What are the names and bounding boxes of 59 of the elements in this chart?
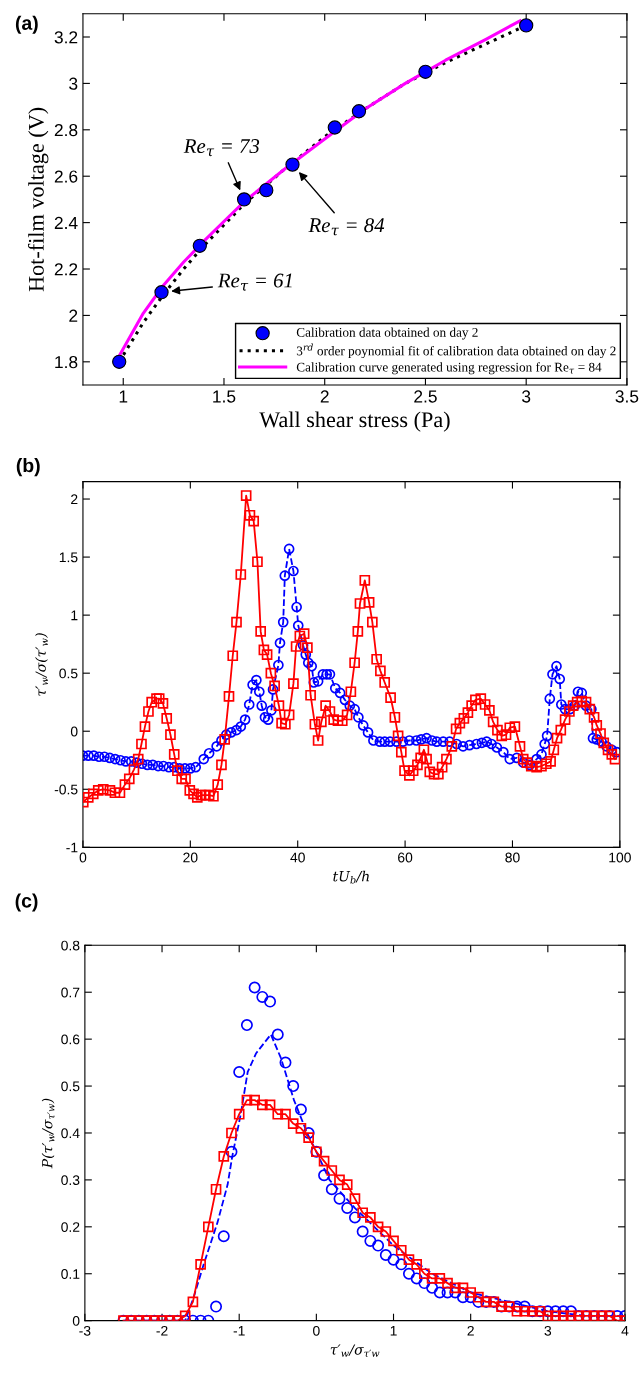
legend-label: Calibration data obtained on day 2 — [296, 327, 478, 340]
y-tick-label: 0.8 — [61, 940, 80, 951]
x-axis-title: Wall shear stress (Pa) — [259, 411, 450, 432]
y-tick-label: 0 — [70, 726, 78, 737]
y-tick-label: 2.4 — [54, 216, 78, 229]
x-tick-label: 4 — [621, 1326, 629, 1336]
annotation: Re$_{τ}$ = 61 — [217, 273, 292, 291]
x-tick-label: 1 — [390, 1326, 397, 1336]
legend-label: 3$^{rd}$ order poynomial fit of calibration data obtained on day 2 — [296, 343, 616, 359]
y-tick-label: 0.5 — [61, 1081, 80, 1092]
y-tick-label: 0.2 — [61, 1222, 80, 1232]
x-tick-label: 3.5 — [615, 390, 639, 403]
x-tick-label: 80 — [505, 852, 520, 863]
x-tick-label: 1.5 — [213, 390, 236, 403]
x-tick-label: 20 — [183, 852, 198, 863]
x-tick-label: 100 — [609, 852, 631, 863]
x-tick-label: 2 — [320, 390, 329, 403]
y-tick-label: 1.8 — [55, 355, 78, 369]
x-tick-label: 2.5 — [414, 390, 437, 403]
x-axis-title: tU$_{b}$/h — [333, 870, 369, 884]
chart-title: (c) — [15, 893, 38, 912]
x-tick-label: 2 — [467, 1325, 474, 1336]
y-tick-label: 2.2 — [54, 263, 78, 276]
chart-title: (b) — [16, 458, 40, 477]
y-axis-title: τ′$_{w}$/σ(τ′$_{w}$) — [35, 633, 48, 696]
y-axis-title: P(τ′$_{w}$/σ$_{τ′w}$) — [41, 1098, 55, 1169]
legend-label: Calibration curve generated using regression for Re$_{τ}$ = 84 — [296, 362, 602, 375]
y-axis-title: Hot-film voltage (V) — [27, 107, 49, 292]
y-tick-label: 0.4 — [61, 1128, 80, 1139]
x-tick-label: 3 — [544, 1325, 552, 1336]
x-tick-label: 0 — [313, 1325, 320, 1336]
y-tick-label: 0.6 — [61, 1034, 80, 1045]
y-tick-label: 2.8 — [54, 123, 78, 137]
y-tick-label: 0 — [72, 1315, 80, 1326]
y-tick-label: -1 — [66, 842, 78, 853]
x-tick-label: 0 — [79, 852, 87, 863]
y-tick-label: -0.5 — [54, 784, 78, 795]
y-tick-label: 0.3 — [61, 1175, 80, 1186]
y-tick-label: 2 — [69, 309, 78, 322]
x-tick-label: 1 — [119, 390, 128, 403]
x-tick-label: -3 — [79, 1325, 91, 1336]
x-tick-label: -1 — [233, 1326, 245, 1336]
y-tick-label: 0.1 — [61, 1269, 80, 1279]
y-tick-label: 2 — [71, 494, 78, 505]
x-tick-label: 40 — [290, 852, 305, 863]
y-tick-label: 3.2 — [54, 31, 78, 44]
chart-title: (a) — [15, 15, 38, 34]
y-tick-label: 1 — [71, 610, 78, 621]
annotation: Re$_{τ}$ = 73 — [183, 139, 260, 157]
x-axis-title: τ′$_{w}$/σ$_{τ′w}$ — [330, 1344, 380, 1357]
y-tick-label: 3 — [69, 77, 78, 90]
y-tick-label: 0.5 — [59, 668, 78, 679]
y-tick-label: 1.5 — [59, 552, 78, 563]
y-tick-label: 2.6 — [54, 170, 78, 183]
x-tick-label: 3 — [522, 390, 531, 403]
x-tick-label: 60 — [398, 852, 413, 863]
annotation: Re$_{τ}$ = 84 — [308, 218, 385, 236]
y-tick-label: 0.7 — [61, 987, 80, 998]
x-tick-label: -2 — [156, 1325, 168, 1336]
